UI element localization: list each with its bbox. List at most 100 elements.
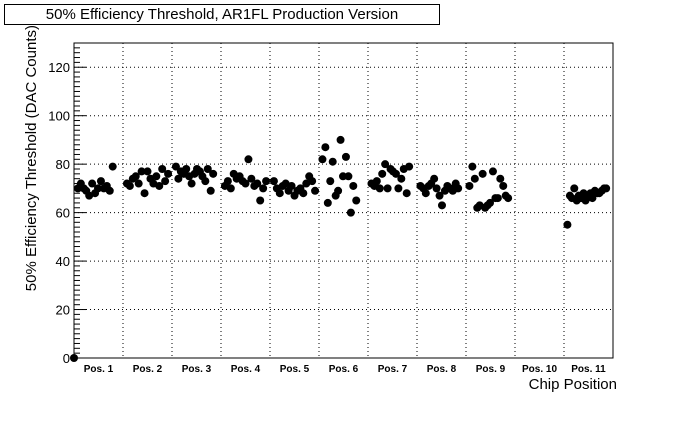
data-point: [346, 208, 355, 217]
data-point: [454, 184, 463, 193]
data-point: [570, 184, 579, 193]
data-point: [496, 174, 505, 183]
data-point: [174, 174, 183, 183]
data-point: [470, 174, 479, 183]
data-point: [421, 189, 430, 198]
data-point: [493, 194, 502, 203]
data-point: [465, 181, 474, 190]
data-point: [323, 198, 332, 207]
data-point: [334, 186, 343, 195]
data-point: [352, 196, 361, 205]
x-axis-title: Chip Position: [529, 376, 617, 393]
x-category-label: Pos. 3: [182, 364, 212, 375]
axis-ticks: [74, 42, 86, 359]
x-category-label: Pos. 2: [133, 364, 163, 375]
data-point: [70, 354, 78, 362]
data-point: [383, 184, 392, 193]
data-point: [397, 174, 406, 183]
data-point: [171, 162, 180, 171]
x-category-label: Pos. 10: [522, 364, 557, 375]
y-axis-title: 50% Efficiency Threshold (DAC Counts): [23, 25, 40, 291]
data-point: [341, 152, 350, 161]
data-point: [155, 181, 164, 190]
x-category-label: Pos. 11: [571, 364, 606, 375]
data-point: [435, 191, 444, 200]
data-point: [311, 186, 320, 195]
data-point: [563, 220, 572, 229]
grid: [74, 43, 613, 358]
data-point: [241, 179, 250, 188]
data-point: [381, 160, 390, 169]
data-point: [349, 181, 358, 190]
data-point: [143, 167, 152, 176]
data-point: [137, 167, 146, 176]
data-point: [105, 186, 114, 195]
data-point: [299, 189, 308, 198]
x-category-label: Pos. 5: [280, 364, 310, 375]
data-point: [375, 184, 384, 193]
x-category-label: Pos. 8: [427, 364, 457, 375]
data-point: [432, 184, 441, 193]
data-point: [158, 165, 167, 173]
data-point: [437, 201, 446, 210]
data-point: [161, 177, 170, 186]
data-point: [402, 189, 411, 198]
data-point: [308, 177, 317, 186]
data-point: [187, 179, 196, 188]
data-points: [70, 135, 611, 362]
data-point: [504, 194, 513, 203]
data-point: [326, 177, 335, 186]
data-point: [244, 155, 253, 164]
y-tick-label: 0: [63, 351, 70, 366]
data-point: [253, 179, 262, 188]
x-category-label: Pos. 9: [476, 364, 506, 375]
data-point: [378, 169, 387, 178]
plot-frame: [73, 42, 614, 359]
data-point: [275, 189, 284, 198]
data-point: [405, 162, 414, 171]
chart-title: 50% Efficiency Threshold, AR1FL Producti…: [4, 4, 440, 25]
data-point: [164, 169, 173, 178]
data-point: [223, 177, 232, 186]
data-point: [269, 177, 278, 186]
data-point: [336, 135, 345, 144]
data-point: [206, 186, 215, 195]
x-category-label: Pos. 4: [231, 364, 261, 375]
data-point: [391, 169, 400, 178]
data-point: [372, 177, 381, 186]
x-category-label: Pos. 6: [329, 364, 359, 375]
data-point: [108, 162, 117, 171]
data-point: [88, 179, 97, 188]
data-point: [602, 184, 611, 193]
data-point: [152, 172, 161, 181]
data-point: [588, 194, 597, 203]
y-tick-label: 20: [56, 303, 70, 318]
data-point: [134, 179, 143, 188]
data-point: [486, 198, 495, 207]
data-point: [430, 174, 439, 183]
data-point: [94, 184, 103, 193]
data-point: [321, 143, 330, 152]
data-point: [256, 196, 265, 205]
x-category-label: Pos. 1: [84, 364, 114, 375]
data-point: [468, 162, 477, 171]
data-point: [201, 177, 210, 186]
data-point: [478, 169, 487, 178]
y-tick-label: 40: [56, 254, 70, 269]
data-point: [131, 172, 140, 181]
data-point: [488, 167, 497, 176]
tick-labels: 0 20 40 60 80 100 120 Pos. 1 Pos. 2 Pos. 3 Pos. 4 P…: [48, 60, 606, 375]
y-tick-label: 120: [48, 60, 70, 75]
data-point: [247, 174, 256, 183]
data-point: [182, 165, 191, 173]
y-tick-label: 60: [56, 206, 70, 221]
y-tick-label: 100: [48, 109, 70, 124]
data-point: [226, 184, 235, 193]
data-point: [262, 177, 271, 186]
data-point: [259, 184, 268, 193]
data-point: [125, 181, 134, 190]
data-point: [394, 184, 403, 193]
data-point: [96, 177, 105, 186]
y-tick-label: 80: [56, 157, 70, 172]
